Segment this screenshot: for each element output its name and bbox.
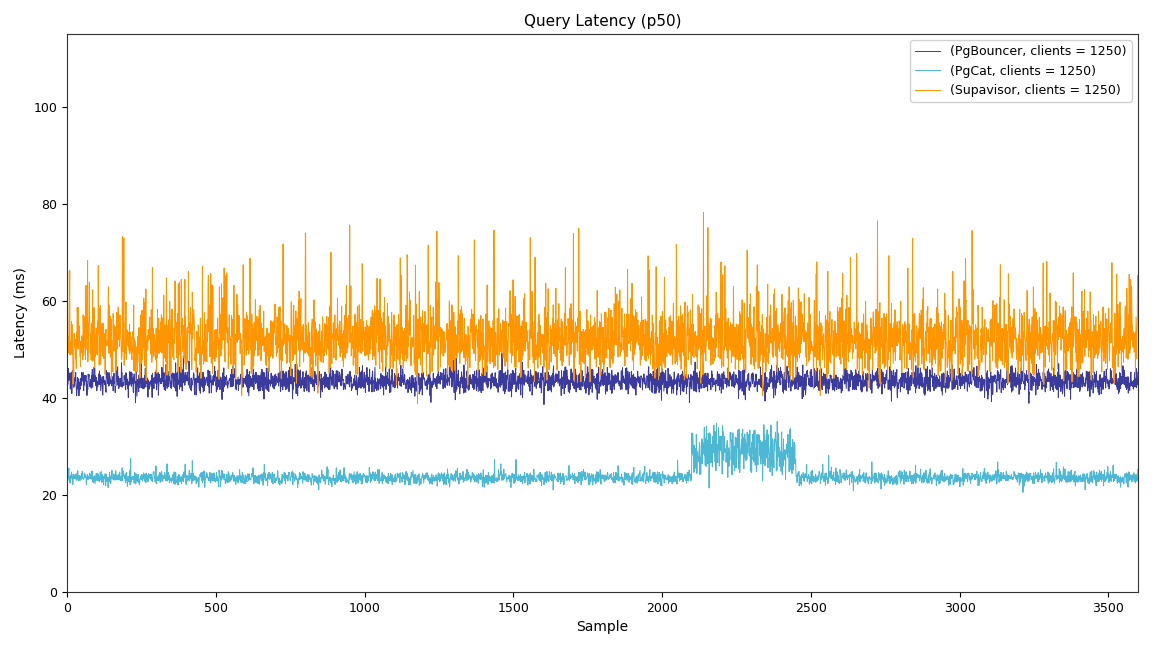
(PgCat, clients = 1250) bbox=[726, 452, 740, 459]
Y-axis label: Latency (ms): Latency (ms) bbox=[14, 268, 28, 358]
(PgBouncer, clients = 1250) bbox=[708, 380, 722, 388]
(PgBouncer, clients = 1250) bbox=[359, 375, 373, 383]
(PgBouncer, clients = 1250) bbox=[60, 378, 74, 386]
(PgCat, clients = 1250) bbox=[1030, 472, 1044, 480]
(PgCat, clients = 1250) bbox=[1131, 465, 1145, 473]
(PgBouncer, clients = 1250) bbox=[1030, 378, 1044, 386]
(Supavisor, clients = 1250) bbox=[708, 325, 722, 332]
(Supavisor, clients = 1250) bbox=[410, 400, 424, 408]
Line: (PgBouncer, clients = 1250): (PgBouncer, clients = 1250) bbox=[67, 353, 1138, 404]
(Supavisor, clients = 1250) bbox=[359, 351, 373, 359]
X-axis label: Sample: Sample bbox=[576, 620, 629, 634]
(Supavisor, clients = 1250) bbox=[289, 379, 303, 387]
(PgCat, clients = 1250) bbox=[289, 476, 303, 483]
(PgBouncer, clients = 1250) bbox=[1130, 376, 1144, 384]
(PgBouncer, clients = 1250) bbox=[289, 381, 303, 389]
(PgCat, clients = 1250) bbox=[1016, 489, 1030, 496]
(Supavisor, clients = 1250) bbox=[727, 332, 741, 340]
(PgBouncer, clients = 1250) bbox=[727, 368, 741, 376]
Line: (Supavisor, clients = 1250): (Supavisor, clients = 1250) bbox=[67, 213, 1138, 404]
Line: (PgCat, clients = 1250): (PgCat, clients = 1250) bbox=[67, 421, 1138, 492]
(PgCat, clients = 1250) bbox=[707, 452, 721, 459]
(PgCat, clients = 1250) bbox=[60, 476, 74, 483]
(Supavisor, clients = 1250) bbox=[60, 292, 74, 299]
(Supavisor, clients = 1250) bbox=[1131, 294, 1145, 301]
(PgBouncer, clients = 1250) bbox=[537, 400, 551, 408]
(PgBouncer, clients = 1250) bbox=[495, 349, 509, 357]
(PgCat, clients = 1250) bbox=[359, 472, 373, 480]
(PgCat, clients = 1250) bbox=[1130, 475, 1144, 483]
(PgCat, clients = 1250) bbox=[771, 417, 785, 425]
(Supavisor, clients = 1250) bbox=[1130, 272, 1144, 279]
(PgBouncer, clients = 1250) bbox=[1131, 368, 1145, 376]
(Supavisor, clients = 1250) bbox=[1030, 338, 1044, 345]
Legend: (PgBouncer, clients = 1250), (PgCat, clients = 1250), (Supavisor, clients = 1250: (PgBouncer, clients = 1250), (PgCat, cli… bbox=[910, 40, 1132, 102]
(Supavisor, clients = 1250) bbox=[697, 209, 711, 216]
Title: Query Latency (p50): Query Latency (p50) bbox=[524, 14, 681, 29]
